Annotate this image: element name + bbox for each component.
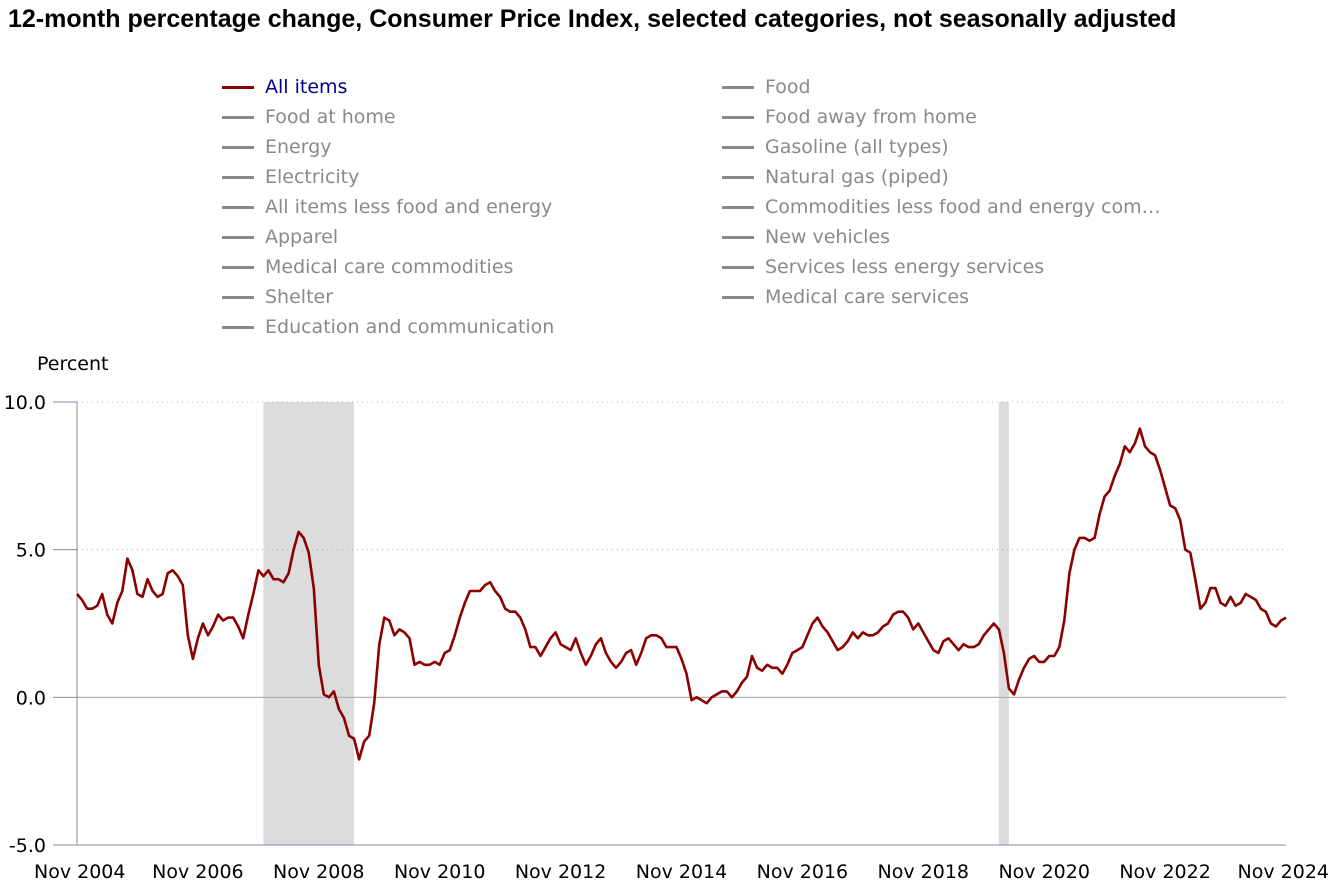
legend-label: Food away from home [765,106,977,128]
legend-item-gasoline-all-types[interactable]: Gasoline (all types) [722,132,949,162]
legend-label: All items less food and energy [265,196,553,218]
legend-item-all-items[interactable]: All items [222,72,347,102]
legend-item-energy[interactable]: Energy [222,132,332,162]
x-tick-label: Nov 2008 [273,861,364,883]
line-chart: 10.0 5.0 0.0 -5.0 Nov 2004 Nov 2006 Nov 2008 No… [4,353,1329,883]
legend-label: Medical care services [765,286,969,308]
legend-label: Services less energy services [765,256,1045,278]
series-line-all-items [76,427,1287,761]
legend-swatch [722,205,754,209]
x-tick-label: Nov 2016 [757,861,848,883]
legend-item-education-and-communication[interactable]: Education and communication [222,312,554,342]
legend-label: Education and communication [265,316,555,338]
legend-item-food-away-from-home[interactable]: Food away from home [722,102,977,132]
series-group [76,427,1287,761]
legend-swatch [722,235,754,239]
legend-swatch [222,115,254,119]
axes: 10.0 5.0 0.0 -5.0 Nov 2004 Nov 2006 Nov 2008 No… [4,392,1329,883]
y-tick-label: -5.0 [9,835,46,857]
legend-label: Commodities less food and energy com… [765,196,1161,218]
x-tick-label: Nov 2010 [394,861,485,883]
legend-swatch [222,175,254,179]
legend-swatch [222,205,254,209]
legend-swatch [222,295,254,299]
x-tick-label: Nov 2012 [515,861,606,883]
recession-band [263,402,355,845]
y-tick-label: 10.0 [4,392,46,414]
legend-item-food-at-home[interactable]: Food at home [222,102,396,132]
x-tick-label: Nov 2022 [1119,861,1210,883]
legend-swatch [722,115,754,119]
y-tick-label: 5.0 [16,540,46,562]
legend-label: Shelter [265,286,334,308]
legend-item-new-vehicles[interactable]: New vehicles [722,222,890,252]
legend-swatch [722,265,754,269]
legend-label: All items [265,76,348,98]
y-tick-label: 0.0 [16,687,46,709]
legend-swatch [222,325,254,329]
x-tick-label: Nov 2006 [152,861,243,883]
legend-swatch [222,145,254,149]
x-tick-label: Nov 2024 [1238,861,1329,883]
legend-label: Medical care commodities [265,256,514,278]
legend-item-services-less-energy-services[interactable]: Services less energy services [722,252,1044,282]
legend-label: Apparel [265,226,339,248]
legend-item-commodities-less-food-and-energy-com[interactable]: Commodities less food and energy com… [722,192,1161,222]
legend-item-medical-care-services[interactable]: Medical care services [722,282,969,312]
legend-item-medical-care-commodities[interactable]: Medical care commodities [222,252,513,282]
legend-label: Food at home [265,106,396,128]
x-tick-label: Nov 2018 [878,861,969,883]
legend-swatch [722,85,754,89]
legend-item-natural-gas-piped[interactable]: Natural gas (piped) [722,162,949,192]
legend-item-food[interactable]: Food [722,72,811,102]
recession-band [998,402,1009,845]
y-axis-label: Percent [37,353,109,375]
legend-swatch [722,145,754,149]
legend-label: Gasoline (all types) [765,136,949,158]
chart-title: 12-month percentage change, Consumer Pri… [8,5,1177,33]
x-tick-label: Nov 2004 [34,861,125,883]
recession-shading-group [263,402,1009,845]
legend-label: Electricity [265,166,360,188]
gridlines [77,401,1286,698]
legend-item-shelter[interactable]: Shelter [222,282,333,312]
legend-swatch [222,85,254,89]
legend-swatch [222,235,254,239]
legend-label: New vehicles [765,226,891,248]
legend-swatch [722,295,754,299]
x-tick-label: Nov 2020 [998,861,1089,883]
legend-item-apparel[interactable]: Apparel [222,222,338,252]
legend-swatch [722,175,754,179]
legend-label: Food [765,76,811,98]
legend-item-electricity[interactable]: Electricity [222,162,359,192]
legend-label: Natural gas (piped) [765,166,949,188]
legend-label: Energy [265,136,332,158]
legend-item-all-items-less-food-and-energy[interactable]: All items less food and energy [222,192,552,222]
x-tick-label: Nov 2014 [636,861,727,883]
legend-swatch [222,265,254,269]
